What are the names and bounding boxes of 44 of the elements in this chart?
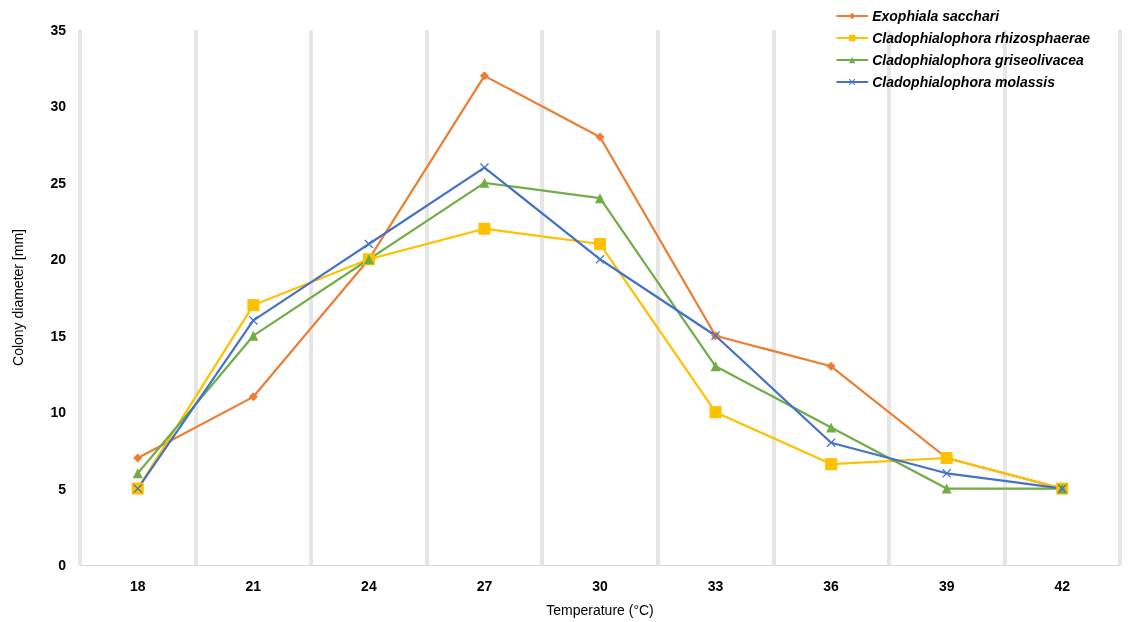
point [479, 177, 490, 188]
point [248, 392, 258, 402]
y-tick-label: 20 [50, 251, 67, 268]
y-tick-label: 30 [50, 98, 67, 115]
legend-label: Cladophialophora griseolivacea [872, 52, 1085, 68]
y-axis-title: Colony diameter [mm] [10, 229, 26, 366]
x-tick-label: 27 [476, 578, 493, 594]
point [825, 458, 838, 471]
x-tick-label: 18 [129, 578, 146, 594]
legend-label: Exophiala sacchari [872, 8, 1001, 24]
x-tick-label: 36 [823, 578, 840, 594]
point [709, 406, 722, 419]
legend-label: Cladophialophora rhizosphaerae [872, 30, 1091, 46]
x-tick-label: 42 [1054, 578, 1071, 594]
x-tick-label: 39 [938, 578, 955, 594]
point [479, 71, 489, 81]
point [247, 299, 260, 312]
y-tick-label: 0 [58, 557, 67, 573]
point [826, 422, 837, 433]
x-tick-label: 21 [245, 578, 262, 594]
point [364, 239, 374, 249]
point [248, 330, 259, 341]
y-tick-label: 35 [50, 22, 67, 38]
point [710, 361, 721, 372]
x-tick-label: 30 [592, 578, 608, 594]
point [594, 238, 606, 250]
point [595, 193, 605, 204]
legend-label: Cladophialophora molassis [872, 74, 1056, 90]
point [248, 315, 258, 325]
point [133, 453, 143, 463]
y-tick-label: 5 [58, 480, 67, 497]
point [478, 222, 491, 235]
x-tick-label: 24 [361, 578, 377, 594]
point [132, 468, 143, 479]
y-tick-label: 10 [50, 404, 67, 421]
y-tick-label: 15 [50, 327, 67, 344]
point [941, 483, 952, 494]
y-tick-label: 25 [50, 174, 67, 191]
point [595, 132, 605, 142]
point [826, 438, 836, 448]
point [826, 361, 836, 371]
x-axis-title: Temperature (°C) [546, 602, 654, 618]
point [595, 254, 605, 264]
x-tick-label: 33 [707, 578, 724, 594]
